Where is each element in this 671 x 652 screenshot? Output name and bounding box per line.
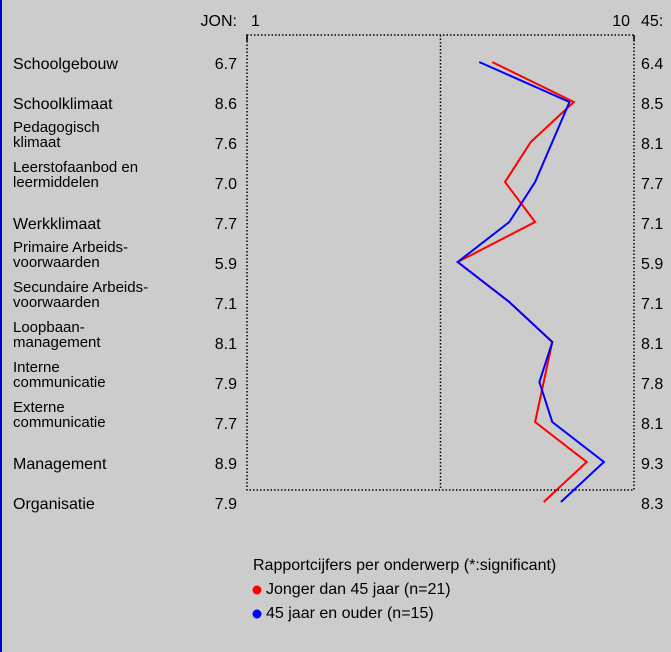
value-label: 9.3 [641,456,663,473]
category-label: Schoolklimaat [13,96,113,113]
value-label: 7.6 [215,136,237,153]
category-label: Pedagogisch [13,119,100,136]
value-label: 5.9 [215,256,237,273]
category-label: Organisatie [13,496,95,513]
category-label: voorwaarden [13,294,100,311]
value-label: 7.1 [641,296,663,313]
category-label: Management [13,456,107,473]
legend-label: Jonger dan 45 jaar (n=21) [266,581,451,598]
category-label: Primaire Arbeids- [13,239,128,256]
legend-label: 45 jaar en ouder (n=15) [266,605,434,622]
category-label: management [13,334,101,351]
value-label: 8.6 [215,96,237,113]
category-label: Werkklimaat [13,216,101,233]
category-label: voorwaarden [13,254,100,271]
x-tick-label: 10 [612,13,630,30]
category-label: Externe [13,399,65,416]
value-label: 6.4 [641,56,663,73]
value-label: 8.1 [641,336,663,353]
value-label: 8.1 [215,336,237,353]
value-label: 7.1 [215,296,237,313]
value-label: 6.7 [215,56,237,73]
value-label: 8.1 [641,416,663,433]
category-label: communicatie [13,374,106,391]
column-header: JON: [201,13,237,30]
value-label: 7.7 [215,216,237,233]
category-label: communicatie [13,414,106,431]
value-label: 7.0 [215,176,237,193]
series-line [456,61,606,503]
legend-title: Rapportcijfers per onderwerp (*:signific… [253,557,556,574]
value-label: 8.1 [641,136,663,153]
value-label: 7.9 [215,376,237,393]
value-label: 7.7 [641,176,663,193]
category-label: leermiddelen [13,174,99,191]
category-label: Interne [13,359,60,376]
value-label: 7.7 [215,416,237,433]
value-label: 8.3 [641,496,663,513]
category-label: Loopbaan- [13,319,85,336]
category-label: Schoolgebouw [13,56,118,73]
legend-marker [252,609,262,619]
column-header: 45: [641,13,663,30]
value-label: 8.5 [641,96,663,113]
value-label: 7.8 [641,376,663,393]
category-label: Secundaire Arbeids- [13,279,148,296]
value-label: 8.9 [215,456,237,473]
category-label: Leerstofaanbod en [13,159,138,176]
category-label: klimaat [13,134,61,151]
value-label: 5.9 [641,256,663,273]
x-tick-label: 1 [251,13,260,30]
legend-marker [252,585,262,595]
value-label: 7.1 [641,216,663,233]
value-label: 7.9 [215,496,237,513]
